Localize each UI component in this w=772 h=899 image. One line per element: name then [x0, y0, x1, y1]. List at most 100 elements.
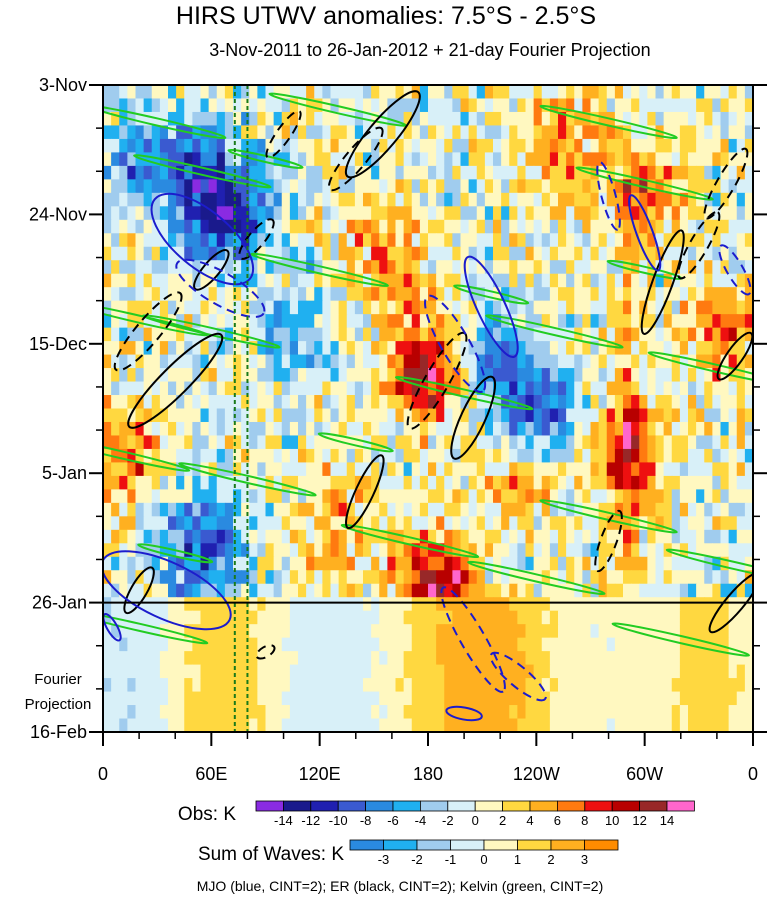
colorbar-box	[419, 800, 449, 812]
heatmap-cell	[566, 287, 575, 302]
heatmap-cell	[314, 111, 323, 127]
heatmap-cell	[403, 408, 413, 423]
contour-line	[345, 454, 385, 530]
heatmap-cell	[509, 462, 518, 477]
heatmap-cell	[614, 179, 624, 194]
heatmap-cell	[403, 287, 413, 302]
heatmap-cell	[354, 152, 364, 167]
heatmap-cell	[436, 556, 445, 571]
heatmap-cell	[379, 85, 388, 100]
heatmap-cell	[371, 678, 380, 693]
heatmap-cell	[493, 246, 502, 261]
contour-line	[440, 586, 506, 693]
heatmap-cell	[696, 246, 705, 261]
heatmap-cell	[533, 395, 543, 410]
heatmap-cell	[159, 705, 169, 720]
heatmap-cell	[436, 502, 445, 517]
heatmap-cell	[208, 637, 218, 652]
heatmap-cell	[411, 368, 421, 383]
heatmap-cell	[436, 152, 445, 167]
heatmap-cell	[533, 624, 543, 639]
heatmap-cell	[549, 233, 559, 248]
heatmap-cell	[696, 664, 705, 679]
heatmap-cell	[436, 98, 445, 113]
heatmap-cell	[411, 233, 421, 248]
heatmap-cell	[598, 111, 608, 127]
heatmap-cell	[281, 664, 291, 679]
heatmap-cell	[744, 395, 753, 410]
heatmap-cell	[387, 691, 397, 706]
heatmap-cell	[176, 610, 185, 625]
heatmap-cell	[257, 260, 267, 275]
heatmap-cell	[606, 651, 616, 666]
heatmap-cell	[509, 502, 518, 517]
heatmap-cell	[103, 705, 112, 720]
heatmap-cell	[411, 354, 421, 369]
heatmap-cell	[436, 395, 445, 410]
heatmap-cell	[119, 368, 128, 383]
heatmap-cell	[184, 705, 193, 720]
heatmap-cell	[452, 152, 462, 167]
heatmap-cell	[436, 529, 445, 544]
heatmap-cell	[273, 354, 283, 369]
heatmap-cell	[200, 300, 210, 315]
heatmap-cell	[143, 570, 153, 585]
colorbar-box	[337, 800, 367, 812]
heatmap-cell	[736, 664, 746, 679]
heatmap-cell	[233, 300, 242, 315]
contour-line	[150, 192, 255, 286]
heatmap-cell	[688, 435, 697, 450]
heatmap-cell	[249, 327, 258, 342]
heatmap-cell	[395, 368, 405, 383]
heatmap-cell	[525, 462, 535, 477]
heatmap-cell	[403, 448, 413, 464]
heatmap-cell	[363, 570, 372, 585]
heatmap-cell	[143, 421, 153, 437]
heatmap-cell	[224, 489, 234, 504]
heatmap-cell	[395, 637, 405, 652]
heatmap-cell	[387, 260, 397, 275]
heatmap-cell	[444, 165, 453, 180]
heatmap-cell	[273, 192, 283, 207]
heatmap-cell	[517, 529, 527, 544]
heatmap-cell	[379, 395, 388, 410]
heatmap-cell	[525, 529, 535, 544]
heatmap-cell	[322, 597, 332, 612]
heatmap-cell	[103, 624, 112, 639]
heatmap-cell	[476, 98, 486, 113]
heatmap-cell	[257, 98, 267, 113]
heatmap-cell	[663, 314, 673, 329]
contour-line	[344, 90, 421, 179]
heatmap-cell	[314, 435, 323, 450]
heatmap-cell	[119, 246, 128, 261]
heatmap-cell	[419, 664, 429, 679]
heatmap-cell	[184, 395, 193, 410]
heatmap-cell	[208, 138, 218, 153]
contour-line	[489, 651, 547, 702]
heatmap-cell	[208, 192, 218, 207]
heatmap-cell	[582, 192, 592, 207]
heatmap-cell	[484, 354, 494, 369]
heatmap-cell	[720, 192, 730, 207]
heatmap-cell	[582, 570, 592, 585]
heatmap-cell	[224, 381, 234, 396]
heatmap-cell	[233, 381, 242, 396]
heatmap-cell	[224, 287, 234, 302]
heatmap-cell	[289, 421, 299, 437]
heatmap-cell	[696, 381, 705, 396]
heatmap-cell	[631, 206, 640, 221]
heatmap-cell	[541, 448, 551, 464]
heatmap-cell	[484, 583, 494, 598]
heatmap-cell	[606, 152, 616, 167]
heatmap-cell	[224, 475, 234, 490]
heatmap-cell	[363, 502, 372, 517]
heatmap-cell	[403, 327, 413, 342]
heatmap-cell	[590, 610, 600, 625]
heatmap-cell	[135, 246, 145, 261]
heatmap-cell	[541, 664, 551, 679]
heatmap-cell	[744, 529, 753, 544]
heatmap-cell	[314, 502, 323, 517]
heatmap-cell	[525, 408, 535, 423]
heatmap-cell	[379, 327, 388, 342]
heatmap-cell	[306, 179, 315, 194]
